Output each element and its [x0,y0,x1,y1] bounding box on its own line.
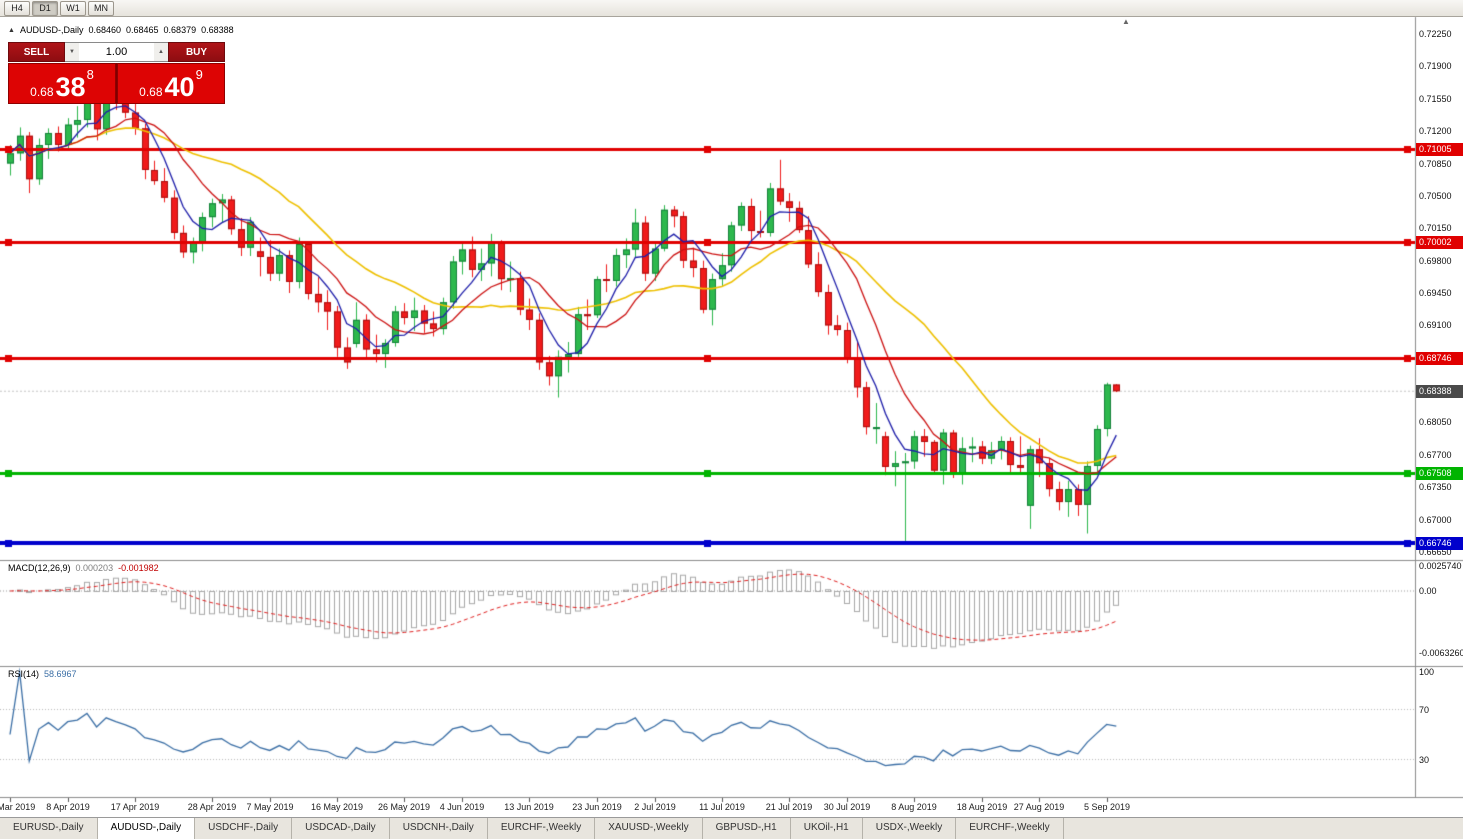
macd-signal-value: -0.001982 [118,563,159,573]
buy-price-button[interactable]: 0.68 40 9 [117,63,225,104]
macd-indicator-label: MACD(12,26,9) 0.000203 -0.001982 [8,563,159,573]
sell-button[interactable]: SELL [8,42,65,62]
price-axis-label: 0.69800 [1419,256,1452,266]
timeframe-button-H4[interactable]: H4 [4,0,30,16]
timeframe-button-MN[interactable]: MN [88,0,114,16]
symbol-marker-icon: ▲ [8,26,15,34]
volume-stepper[interactable]: ▼ 1.00 ▲ [65,42,168,62]
price-line-tag: 0.68746 [1416,352,1463,365]
buy-price-head: 0.68 [139,84,163,99]
timeframe-button-D1[interactable]: D1 [32,0,58,16]
price-axis-label: 0.71900 [1419,61,1452,71]
chart-tab[interactable]: EURCHF-,Weekly [956,818,1064,839]
volume-value[interactable]: 1.00 [105,46,128,58]
chart-tab[interactable]: USDCAD-,Daily [292,818,390,839]
price-axis-label: 0.68050 [1419,417,1452,427]
chart-tab[interactable]: USDCHF-,Daily [195,818,293,839]
ohlc-high: 0.68465 [126,25,159,35]
time-axis-label: 17 Apr 2019 [110,802,160,812]
price-axis-label: 0.67350 [1419,482,1452,492]
time-axis-label: 5 Sep 2019 [1083,802,1131,812]
chart-tab[interactable]: AUDUSD-,Daily [97,818,196,839]
buy-price-sup: 9 [195,67,203,82]
time-axis-label: 8 Aug 2019 [891,802,937,812]
time-axis-label: 13 Jun 2019 [504,802,554,812]
rsi-indicator-label: RSI(14) 58.6967 [8,669,77,679]
time-axis-label: 29 Mar 2019 [0,802,36,812]
time-axis-label: 30 Jul 2019 [823,802,871,812]
buy-price-big: 40 [164,72,195,103]
time-axis-label: 16 May 2019 [310,802,364,812]
time-axis-label: 27 Aug 2019 [1013,802,1065,812]
time-axis-label: 23 Jun 2019 [572,802,622,812]
time-axis-label: 26 May 2019 [377,802,431,812]
chart-tab[interactable]: EURCHF-,Weekly [488,818,596,839]
chart-tab[interactable]: USDCNH-,Daily [390,818,488,839]
sell-price-button[interactable]: 0.68 38 8 [8,63,116,104]
volume-increase-icon[interactable]: ▲ [154,43,168,61]
ohlc-low: 0.68379 [163,25,197,35]
price-line-tag: 0.71005 [1416,143,1463,156]
price-axis-label: 0.67000 [1419,515,1452,525]
price-axis-label: 0.70500 [1419,191,1452,201]
rsi-value: 58.6967 [44,669,77,679]
rsi-axis-label: 30 [1419,755,1430,765]
macd-main-value: 0.000203 [75,563,114,573]
price-axis-label: 0.66650 [1419,547,1452,557]
timeframe-toolbar: H4 D1 W1 MN [0,0,1463,17]
price-axis-label: 0.71200 [1419,126,1452,136]
buy-button[interactable]: BUY [168,42,225,62]
time-axis-label: 7 May 2019 [246,802,294,812]
rsi-axis-label: 100 [1419,667,1435,677]
timeframe-button-W1[interactable]: W1 [60,0,86,16]
price-line-tag: 0.66746 [1416,537,1463,550]
volume-decrease-icon[interactable]: ▼ [65,43,79,61]
price-axis-label: 0.69100 [1419,320,1452,330]
one-click-trade-panel: SELL ▼ 1.00 ▲ BUY 0.68 38 8 0.68 40 9 [8,42,225,104]
time-axis-label: 4 Jun 2019 [439,802,485,812]
chart-tab[interactable]: UKOil-,H1 [791,818,863,839]
rsi-axis-label: 70 [1419,705,1430,715]
time-axis-label: 11 Jul 2019 [699,802,745,812]
time-axis-label: 18 Aug 2019 [956,802,1008,812]
sell-price-sup: 8 [86,67,94,82]
rsi-title: RSI(14) [8,669,40,679]
price-axis-label: 0.71550 [1419,94,1452,104]
price-line-tag: 0.67508 [1416,467,1463,480]
price-axis-label: 0.70150 [1419,223,1452,233]
price-axis-label: 0.72250 [1419,29,1452,39]
macd-axis-label: 0.0025740 [1419,561,1462,571]
chart-tab[interactable]: XAUUSD-,Weekly [595,818,703,839]
ohlc-close: 0.68388 [201,25,234,35]
chart-ohlc-header: ▲ AUDUSD-,Daily 0.68460 0.68465 0.68379 … [8,25,234,35]
price-axis-label: 0.67700 [1419,450,1452,460]
sell-price-head: 0.68 [30,84,54,99]
current-price-tag: 0.68388 [1416,385,1463,398]
price-axis-label: 0.70850 [1419,159,1452,169]
chart-tabs: EURUSD-,Daily AUDUSD-,Daily USDCHF-,Daily U… [0,817,1463,839]
macd-axis-label: 0.00 [1419,586,1437,596]
chart-tab[interactable]: EURUSD-,Daily [0,818,98,839]
chart-symbol-label: AUDUSD-,Daily [19,25,84,35]
time-axis-label: 8 Apr 2019 [46,802,90,812]
ohlc-open: 0.68460 [88,25,121,35]
macd-title: MACD(12,26,9) [8,563,71,573]
chart-tab[interactable]: GBPUSD-,H1 [703,818,791,839]
macd-axis-label: -0.0063260 [1419,648,1463,658]
time-axis-label: 21 Jul 2019 [765,802,813,812]
time-axis-label: 2 Jul 2019 [634,802,676,812]
price-line-tag: 0.70002 [1416,236,1463,249]
time-axis-label: 28 Apr 2019 [187,802,237,812]
price-axis-label: 0.69450 [1419,288,1452,298]
sell-price-big: 38 [55,72,86,103]
chart-tab[interactable]: USDX-,Weekly [863,818,957,839]
chart-shift-marker-icon[interactable]: ▲ [1122,17,1130,26]
